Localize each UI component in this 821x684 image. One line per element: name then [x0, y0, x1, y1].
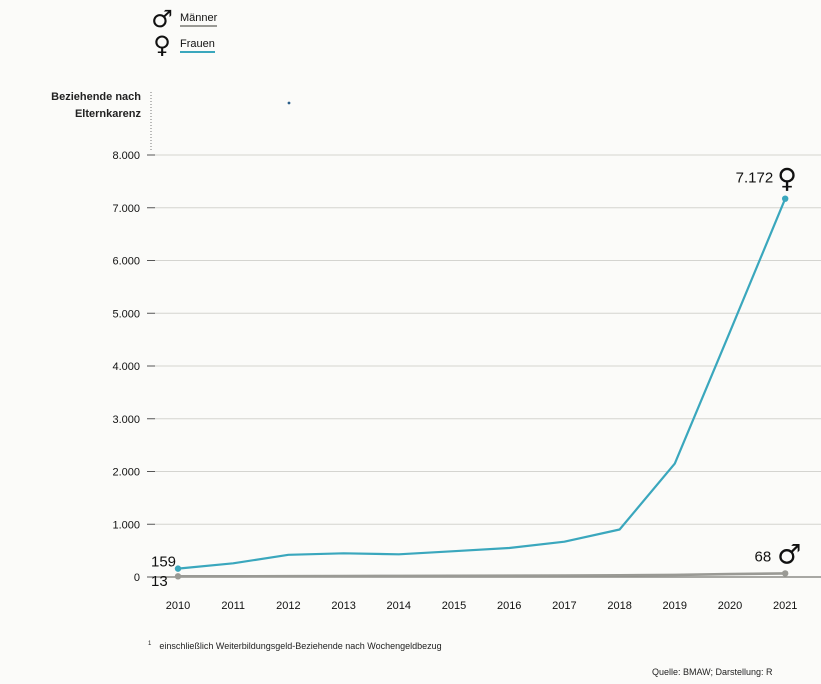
footnote: 1 einschließlich Weiterbildungsgeld-Bezie… [148, 641, 442, 651]
legend-label-women: Frauen [180, 38, 215, 53]
line-chart: 0 1.000 2.000 3.000 4.000 5.000 6.000 7.000 8.00… [112, 92, 821, 612]
x-tick-label-2013: 2013 [331, 600, 355, 612]
legend-item-women: ♀ Frauen [150, 31, 215, 59]
x-tick-label-2015: 2015 [442, 600, 466, 612]
data-label-men-start: 13 [151, 573, 168, 590]
data-point-men-2021 [782, 570, 789, 577]
y-tick-label-7000: 7.000 [112, 203, 140, 215]
y-tick-label-2000: 2.000 [112, 467, 140, 479]
data-point-women-2021 [782, 195, 789, 202]
female-symbol-end-icon: ♀ [777, 164, 797, 195]
x-tick-label-2010: 2010 [166, 600, 190, 612]
legend-label-men: Männer [180, 12, 218, 27]
footnote-marker: 1 [148, 641, 152, 647]
x-tick-label-2017: 2017 [552, 600, 576, 612]
data-label-men-end: 68 [755, 548, 772, 565]
y-tick-label-8000: 8.000 [112, 150, 140, 162]
data-label-women-start: 159 [151, 554, 176, 571]
legend-item-men: ♂ Männer [150, 5, 218, 33]
female-symbol-icon: ♀ [153, 31, 171, 59]
stray-dot [287, 101, 291, 105]
y-axis-label-line-1: Beziehende nach [51, 91, 141, 103]
male-symbol-icon: ♂ [151, 5, 173, 33]
y-axis-label: Beziehende nach Elternkarenz [0, 89, 141, 123]
y-tick-label-0: 0 [134, 572, 140, 584]
data-label-women-end: 7.172 [736, 170, 774, 187]
male-symbol-end-icon: ♂ [777, 539, 801, 570]
source-note: Quelle: BMAW; Darstellung: R [652, 667, 773, 677]
x-tick-label-2016: 2016 [497, 600, 521, 612]
y-tick-label-1000: 1.000 [112, 519, 140, 531]
x-tick-label-2018: 2018 [607, 600, 631, 612]
x-tick-label-2020: 2020 [718, 600, 742, 612]
series-line-men [178, 572, 786, 578]
x-tick-label-2014: 2014 [387, 600, 411, 612]
footnote-text: einschließlich Weiterbildungsgeld-Bezieh… [159, 641, 442, 651]
y-tick-label-6000: 6.000 [112, 256, 140, 268]
y-tick-label-5000: 5.000 [112, 308, 140, 320]
y-tick-label-4000: 4.000 [112, 361, 140, 373]
x-tick-label-2012: 2012 [276, 600, 300, 612]
y-axis-label-line-2: Elternkarenz [74, 108, 141, 120]
data-point-women-2010 [174, 565, 182, 572]
x-tick-label-2011: 2011 [221, 600, 245, 612]
y-tick-label-3000: 3.000 [112, 414, 140, 426]
x-tick-label-2021: 2021 [773, 600, 797, 612]
series-line-women [177, 198, 787, 570]
x-tick-label-2019: 2019 [663, 600, 687, 612]
data-point-men-2010 [174, 573, 182, 580]
